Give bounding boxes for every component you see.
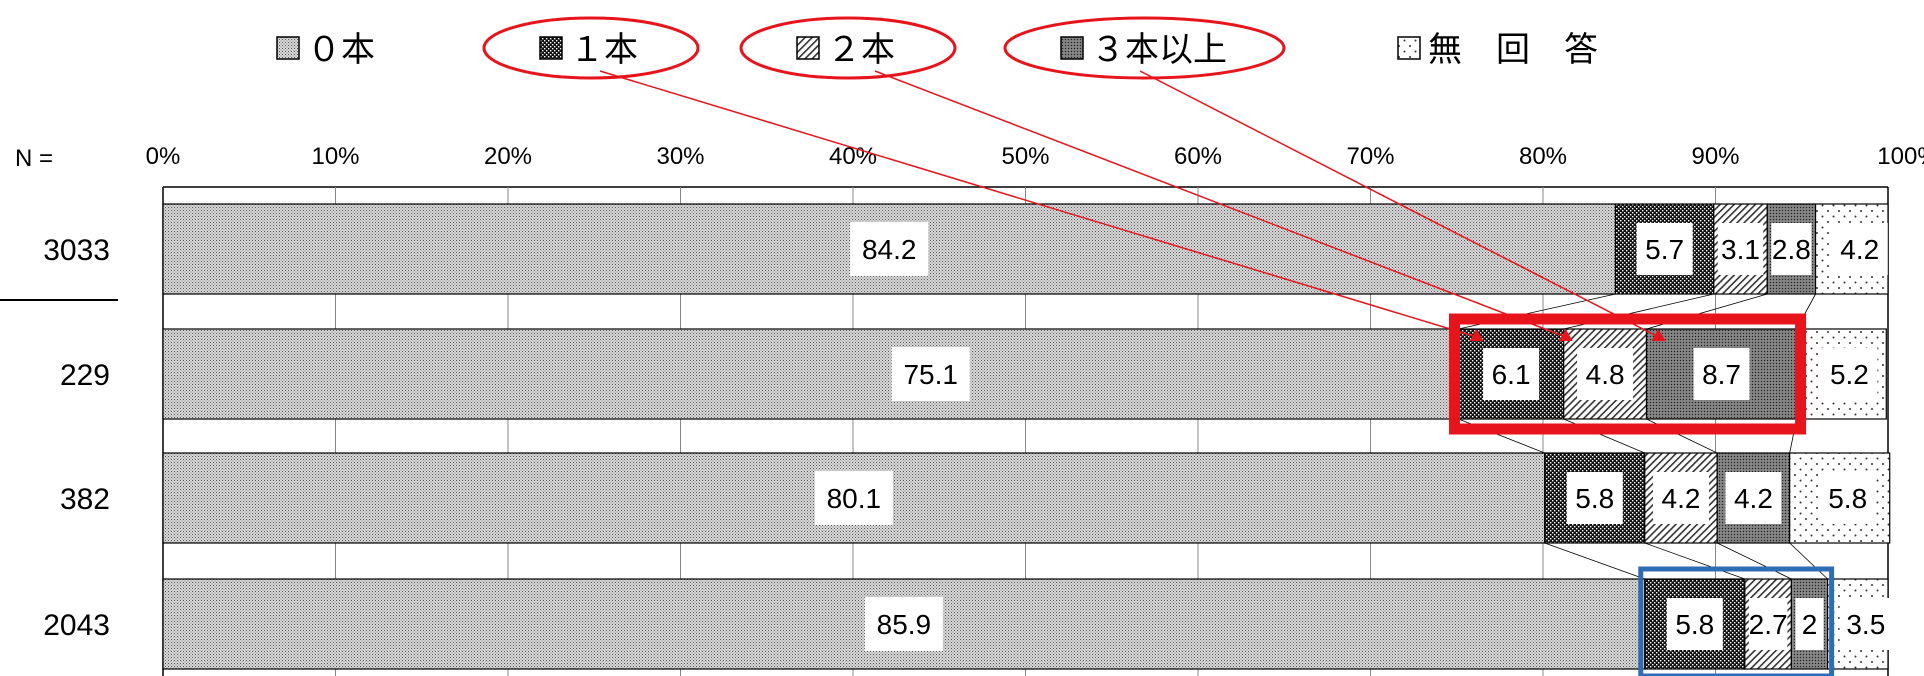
- data-label-box: [1483, 348, 1540, 400]
- category-label: 229: [60, 359, 110, 392]
- legend-highlight-oval: [482, 16, 700, 80]
- data-label: 85.9: [877, 609, 932, 640]
- legend-highlight-oval: [1003, 16, 1286, 80]
- data-label: 3.5: [1846, 609, 1885, 640]
- data-label: 6.1: [1492, 359, 1531, 390]
- legend: ０本 １本 ２本 ３本以上 無 回 答: [276, 16, 1598, 80]
- data-label: 5.8: [1575, 483, 1614, 514]
- data-label-box: [1748, 598, 1788, 650]
- legend-swatch--本: [796, 36, 820, 60]
- x-tick-label: 100%: [1877, 143, 1924, 170]
- data-label-box: [1821, 348, 1878, 400]
- data-label-box: [1653, 472, 1709, 524]
- data-label-box: [1839, 598, 1892, 650]
- data-label: 4.2: [1734, 483, 1773, 514]
- x-tick-label: 0%: [146, 143, 181, 170]
- data-label: 84.2: [862, 234, 917, 265]
- legend-label--本以上: ３本以上: [1091, 30, 1227, 70]
- callout-arrowhead: [1469, 329, 1484, 341]
- data-label-box: [814, 471, 893, 525]
- data-label-box: [1566, 472, 1623, 524]
- x-tick-label: 50%: [1001, 143, 1049, 170]
- legend-highlight-oval: [739, 16, 957, 80]
- data-label-box: [850, 222, 929, 276]
- legend-swatch--本: [276, 36, 300, 60]
- data-label: 4.2: [1662, 483, 1701, 514]
- legend-label--本: １本: [570, 30, 638, 70]
- callout-line: [599, 70, 1477, 338]
- series-line: [1789, 542, 1828, 580]
- legend-swatch--本以上: [1060, 36, 1084, 60]
- legend-swatch--本: [539, 36, 563, 60]
- data-label-box: [1717, 223, 1764, 275]
- category-label: 2043: [43, 609, 110, 642]
- data-label: 4.2: [1840, 234, 1879, 265]
- data-label: 5.8: [1828, 483, 1867, 514]
- highlight-box: [1448, 313, 1807, 435]
- legend-label--本: ０本: [307, 30, 375, 70]
- category-label: 3033: [43, 234, 110, 267]
- legend-label--本: ２本: [827, 30, 895, 70]
- legend-swatch-無-回-答: [1397, 36, 1421, 60]
- x-tick-label: 20%: [484, 143, 532, 170]
- n-label: N =: [15, 145, 53, 172]
- data-label-box: [1636, 223, 1693, 275]
- series-line: [1644, 542, 1745, 580]
- highlight-box: [1638, 566, 1835, 676]
- data-label: 80.1: [827, 483, 882, 514]
- data-label-box: [1725, 472, 1782, 524]
- data-label: 3.1: [1721, 234, 1760, 265]
- x-tick-label: 10%: [311, 143, 359, 170]
- data-label: 2.7: [1749, 609, 1788, 640]
- data-label: 4.8: [1586, 359, 1625, 390]
- data-label: 75.1: [903, 359, 958, 390]
- data-label: 2.8: [1772, 234, 1811, 265]
- x-tick-label: 80%: [1519, 143, 1567, 170]
- callout-arrowhead: [1558, 329, 1573, 341]
- data-label-box: [1819, 472, 1876, 524]
- data-label-box: [1577, 348, 1634, 400]
- data-label: 5.2: [1830, 359, 1869, 390]
- data-label-box: [1795, 598, 1824, 650]
- bar-segment--本: [162, 328, 1460, 420]
- annotations: [599, 70, 1835, 676]
- data-label-box: [864, 597, 943, 651]
- data-label-box: [891, 347, 970, 401]
- data-label-box: [1771, 223, 1812, 275]
- series-line: [1717, 542, 1792, 580]
- callout-line: [874, 70, 1566, 338]
- data-label: 2: [1802, 609, 1818, 640]
- x-tick-label: 90%: [1691, 143, 1739, 170]
- data-label: 5.7: [1645, 234, 1684, 265]
- x-tick-label: 60%: [1174, 143, 1222, 170]
- x-axis: N =0%10%20%30%40%50%60%70%80%90%100%3033…: [0, 143, 1924, 676]
- x-tick-label: 30%: [656, 143, 704, 170]
- data-label-box: [1693, 348, 1750, 400]
- data-label: 5.8: [1675, 609, 1714, 640]
- bars: 84.2 5.7 3.1 2.8 4.2 75.1 6.1 4.8 8.7 5.2 80.1 5.8 4…: [162, 203, 1892, 670]
- data-label-box: [1666, 598, 1723, 650]
- x-tick-label: 70%: [1346, 143, 1394, 170]
- category-label: 382: [60, 483, 110, 516]
- callout-arrowhead: [1651, 329, 1666, 341]
- data-label: 8.7: [1702, 359, 1741, 390]
- data-label-box: [1831, 223, 1888, 275]
- series-line: [1544, 542, 1645, 580]
- legend-label-無-回-答: 無 回 答: [1428, 30, 1598, 70]
- callout-line: [1139, 70, 1659, 338]
